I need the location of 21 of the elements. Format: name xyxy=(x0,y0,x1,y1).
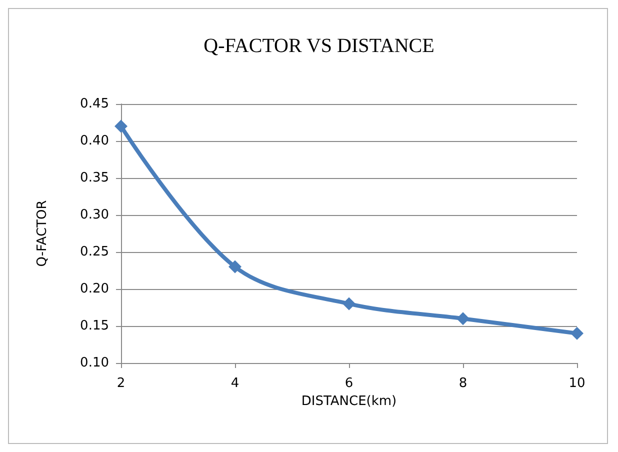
y-tick-label: 0.45 xyxy=(80,96,109,112)
y-tick-label: 0.25 xyxy=(80,244,109,260)
x-tick-label: 10 xyxy=(568,376,586,391)
x-tick-label: 6 xyxy=(344,376,354,391)
point xyxy=(342,297,356,310)
point xyxy=(570,326,584,340)
x-tick-label: 4 xyxy=(230,376,240,391)
y-tick-label: 0.40 xyxy=(80,134,109,148)
y-tick-label: 0.30 xyxy=(80,208,109,222)
x-tick-label: 8 xyxy=(458,376,468,391)
y-tick-label: 0.15 xyxy=(80,318,109,334)
x-axis-title: DISTANCE(km) xyxy=(301,394,397,409)
y-tick-label: 0.35 xyxy=(80,170,109,186)
x-tick-label: 2 xyxy=(116,376,126,391)
point xyxy=(228,260,242,274)
point xyxy=(456,312,470,326)
chart-title: Q-FACTOR VS DISTANCE xyxy=(204,35,434,57)
point xyxy=(114,120,128,133)
y-tick-label: 0.20 xyxy=(80,282,109,296)
y-tick-label: 0.10 xyxy=(80,356,109,370)
y-axis-title: Q-FACTOR xyxy=(35,200,50,267)
